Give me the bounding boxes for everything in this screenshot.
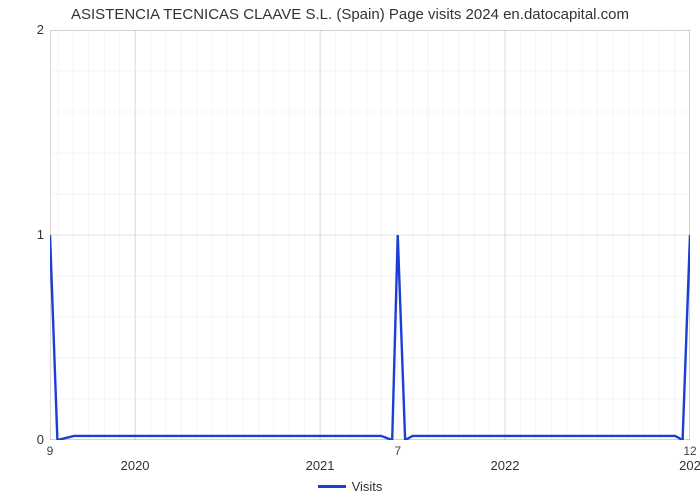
- chart-title: ASISTENCIA TECNICAS CLAAVE S.L. (Spain) …: [0, 6, 700, 23]
- y-tick-label: 0: [14, 432, 44, 447]
- x-tick-label: 2021: [306, 458, 335, 473]
- visits-line-chart: [50, 30, 690, 440]
- x-tick-label: 2022: [491, 458, 520, 473]
- legend: Visits: [0, 478, 700, 494]
- legend-swatch: [318, 485, 346, 488]
- x-tick-label: 2020: [121, 458, 150, 473]
- point-annotation: 7: [394, 444, 401, 458]
- x-tick-label: 202: [679, 458, 700, 473]
- y-tick-label: 1: [14, 227, 44, 242]
- legend-label: Visits: [352, 479, 383, 494]
- point-annotation: 12: [683, 444, 696, 458]
- y-tick-label: 2: [14, 22, 44, 37]
- point-annotation: 9: [47, 444, 54, 458]
